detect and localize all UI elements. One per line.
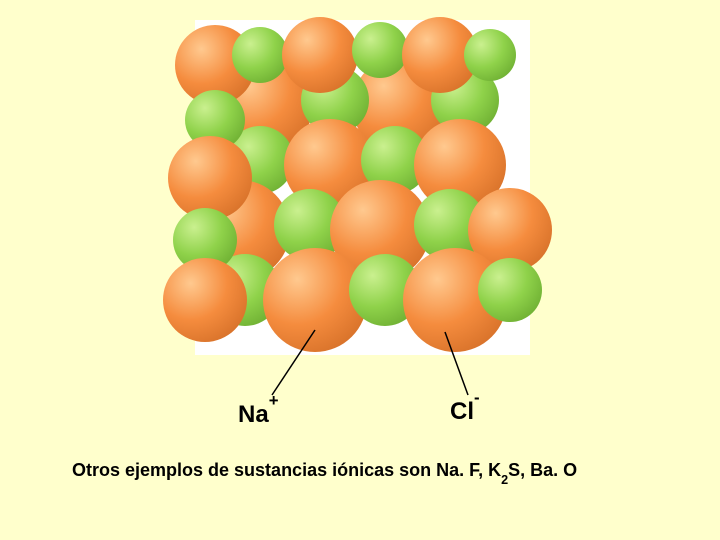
label-na: Na+ [238, 398, 279, 429]
caption-sub1: 2 [501, 473, 508, 487]
caption-text: Otros ejemplos de sustancias iónicas son… [72, 460, 577, 484]
caption-prefix: Otros ejemplos de sustancias iónicas son… [72, 460, 501, 480]
label-cl-base: Cl [450, 398, 474, 425]
label-cl-sup: - [474, 388, 480, 407]
leader-line [272, 330, 315, 395]
leader-line [445, 332, 468, 395]
caption-mid: S, Ba. O [508, 460, 577, 480]
label-na-sup: + [269, 391, 279, 410]
leader-lines [0, 0, 720, 540]
label-na-base: Na [238, 401, 269, 428]
label-cl: Cl- [450, 395, 480, 426]
